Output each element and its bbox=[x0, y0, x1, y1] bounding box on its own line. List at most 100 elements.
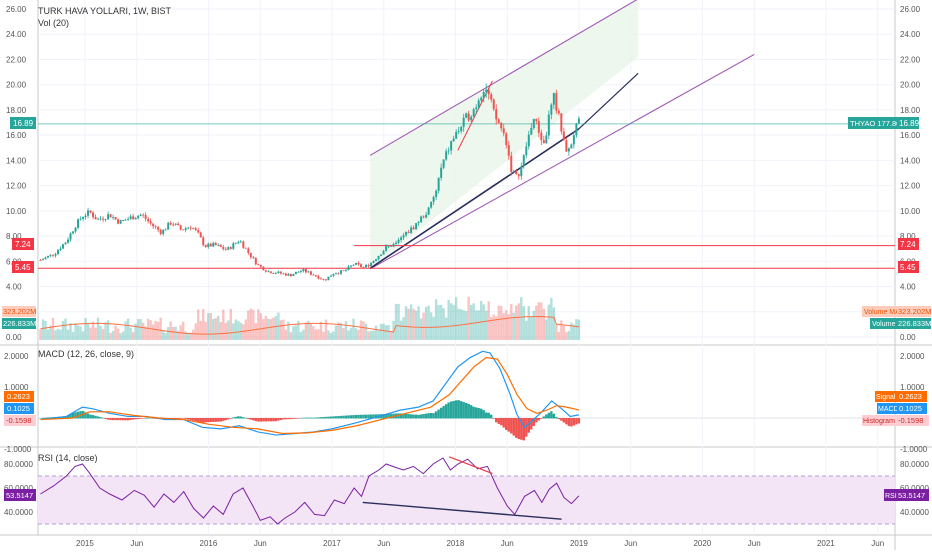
candle-body bbox=[505, 133, 508, 146]
volume-bar bbox=[422, 312, 425, 340]
volume-bar bbox=[457, 308, 460, 340]
macd-histogram-bar bbox=[515, 418, 518, 438]
candle-body bbox=[302, 269, 305, 271]
time-tick-label: Jun bbox=[624, 539, 637, 548]
candle-body bbox=[422, 216, 425, 218]
support-trendline bbox=[369, 128, 580, 269]
candle-body bbox=[202, 237, 205, 246]
time-tick-label: Jun bbox=[748, 539, 761, 548]
volume-bar bbox=[550, 297, 553, 340]
macd-histogram-bar bbox=[507, 418, 510, 432]
volume-bar bbox=[182, 321, 185, 340]
macd-histogram-bar bbox=[329, 416, 333, 419]
macd-histogram-bar bbox=[237, 416, 240, 419]
volume-bar bbox=[71, 331, 75, 340]
macd-histogram-bar bbox=[457, 400, 460, 419]
volume-bar bbox=[156, 321, 160, 340]
price-tick-label-left: 8.00 bbox=[6, 232, 22, 241]
macd-pane[interactable] bbox=[38, 350, 895, 441]
candle-body bbox=[334, 273, 337, 275]
volume-bar bbox=[477, 310, 480, 340]
candle-body bbox=[69, 233, 72, 240]
macd-histogram-bar bbox=[369, 414, 373, 419]
macd-histogram-bar bbox=[417, 414, 420, 419]
rsi-pane[interactable] bbox=[38, 456, 895, 525]
volume-bar bbox=[187, 332, 190, 340]
macd-histogram-bar bbox=[444, 404, 448, 419]
volume-bar bbox=[317, 329, 320, 340]
time-tick-label: Jun bbox=[871, 539, 884, 548]
volume-bar bbox=[562, 325, 566, 340]
volume-bar bbox=[522, 306, 525, 340]
macd-histogram-bar bbox=[264, 418, 268, 422]
candle-body bbox=[184, 228, 187, 230]
macd-histogram-bar bbox=[219, 418, 222, 422]
volume-bar bbox=[199, 320, 202, 340]
candle-body bbox=[46, 255, 49, 258]
volume-ma-badges: 323.202M Volume MA 323.202M bbox=[2, 306, 931, 317]
candle-body bbox=[174, 223, 177, 225]
macd-histogram-bar bbox=[397, 413, 400, 419]
candle-body bbox=[567, 148, 570, 152]
candle-body bbox=[405, 231, 408, 236]
macd-histogram-bar bbox=[512, 418, 515, 436]
macd-histogram-bar bbox=[432, 413, 435, 419]
candle-body bbox=[427, 207, 430, 215]
macd-histogram-bar bbox=[144, 417, 147, 419]
macd-histogram-bar bbox=[429, 412, 433, 419]
candle-body bbox=[49, 254, 52, 256]
candle-body bbox=[232, 243, 235, 249]
candle-body bbox=[209, 243, 212, 247]
candle-body bbox=[457, 131, 460, 132]
macd-histogram-bar bbox=[404, 413, 408, 419]
volume-bar bbox=[99, 325, 102, 340]
candle-body bbox=[417, 222, 420, 224]
volume-bar bbox=[540, 302, 543, 340]
macd-histogram-bar bbox=[552, 413, 556, 419]
macd-name: MACD bbox=[878, 406, 899, 413]
macd-tick-label-right: 2.0000 bbox=[900, 352, 925, 361]
macd-histogram-bar bbox=[354, 414, 358, 419]
volume-bar bbox=[282, 319, 285, 340]
volume-bar bbox=[232, 323, 235, 340]
macd-histogram-bar bbox=[337, 416, 340, 419]
candle-body bbox=[470, 116, 473, 121]
macd-histogram-bar bbox=[364, 414, 368, 419]
macd-histogram-bar bbox=[550, 411, 553, 419]
price-tick-label-right: 12.00 bbox=[900, 182, 921, 191]
volume-bar bbox=[257, 309, 260, 340]
candle-body bbox=[56, 250, 59, 254]
volume-bar bbox=[567, 330, 571, 340]
volume-bar bbox=[131, 332, 135, 340]
macd-histogram-bar bbox=[124, 418, 127, 421]
macd-histogram-bar bbox=[502, 418, 505, 428]
macd-histogram-bar bbox=[520, 418, 523, 440]
volume-bar bbox=[392, 320, 395, 340]
volume-bar bbox=[429, 312, 433, 340]
volume-bar bbox=[219, 322, 222, 340]
candle-body bbox=[309, 271, 312, 275]
macd-histogram-bar bbox=[485, 412, 488, 419]
candle-body bbox=[84, 215, 87, 218]
volume-bar bbox=[475, 310, 478, 340]
macd-histogram-bar bbox=[187, 418, 190, 420]
candle-body bbox=[267, 271, 270, 273]
volume-bar bbox=[307, 320, 310, 340]
candle-body bbox=[537, 121, 540, 133]
rsi-tick-label-right: 40.0000 bbox=[900, 508, 929, 517]
candle-body bbox=[197, 230, 200, 233]
macd-histogram-bar bbox=[121, 418, 125, 421]
rsi-left: 53.5147 bbox=[6, 491, 33, 500]
price-pane[interactable] bbox=[38, 0, 895, 340]
histogram-name: Histogram bbox=[863, 418, 895, 425]
candle-body bbox=[437, 177, 440, 191]
volume-bar bbox=[302, 329, 305, 340]
time-axis[interactable]: 2015 Jun 2016 Jun 2017 Jun 2018 Jun 2019 Jun 2020 J… bbox=[76, 539, 884, 548]
volume-bar bbox=[557, 331, 561, 340]
candle-body bbox=[410, 227, 413, 233]
horizontal-levels bbox=[38, 123, 895, 269]
macd-histogram-bar bbox=[76, 411, 80, 419]
volume-bar bbox=[279, 320, 283, 340]
macd-histogram-bar bbox=[141, 418, 145, 419]
